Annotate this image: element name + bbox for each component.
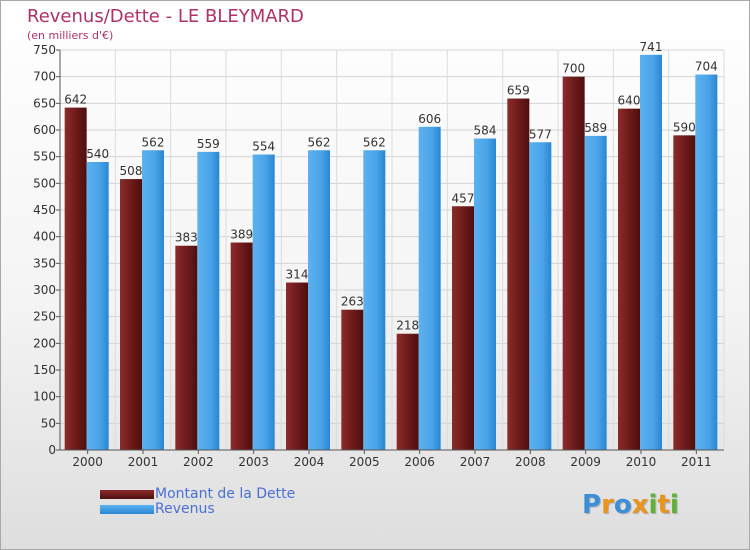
y-tick-label: 650 bbox=[33, 96, 56, 110]
value-label-revenus: 562 bbox=[308, 135, 331, 149]
bar-revenus bbox=[640, 54, 662, 451]
bar-dette bbox=[64, 107, 87, 450]
value-label-revenus: 584 bbox=[474, 124, 497, 138]
bar-revenus bbox=[363, 150, 386, 450]
bar-revenus bbox=[142, 150, 164, 450]
bar-revenus bbox=[197, 151, 220, 450]
x-tick-label: 2004 bbox=[294, 455, 325, 469]
value-label-dette: 314 bbox=[286, 268, 309, 282]
value-label-revenus: 577 bbox=[529, 127, 552, 141]
legend-label-revenus: Revenus bbox=[155, 501, 215, 517]
bar-revenus bbox=[418, 126, 441, 451]
value-label-revenus: 741 bbox=[640, 40, 663, 54]
bar-revenus bbox=[86, 162, 109, 450]
y-tick-label: 350 bbox=[33, 256, 56, 270]
bar-dette bbox=[230, 242, 253, 450]
logo-letter: i bbox=[648, 490, 658, 520]
value-label-revenus: 589 bbox=[584, 121, 607, 135]
proxiti-logo: Proxiti bbox=[582, 490, 679, 520]
y-tick-label: 100 bbox=[33, 390, 56, 404]
value-label-revenus: 704 bbox=[695, 60, 718, 74]
x-tick-label: 2009 bbox=[570, 455, 601, 469]
bar-revenus bbox=[308, 150, 330, 450]
value-label-revenus: 540 bbox=[86, 147, 109, 161]
bar-dette bbox=[286, 282, 308, 450]
bar-dette bbox=[618, 108, 640, 451]
logo-letter: x bbox=[631, 490, 649, 520]
bar-revenus bbox=[529, 142, 552, 450]
bar-dette bbox=[341, 309, 364, 450]
logo-letter: i bbox=[669, 490, 679, 520]
value-label-dette: 508 bbox=[120, 164, 143, 178]
y-tick-label: 600 bbox=[33, 123, 56, 137]
x-tick-label: 2007 bbox=[460, 455, 491, 469]
bar-revenus bbox=[695, 74, 718, 451]
y-tick-label: 300 bbox=[33, 283, 56, 297]
value-label-revenus: 554 bbox=[252, 140, 275, 154]
bar-dette bbox=[396, 333, 419, 450]
bar-dette bbox=[452, 206, 474, 450]
value-label-revenus: 562 bbox=[363, 135, 386, 149]
x-tick-label: 2002 bbox=[183, 455, 214, 469]
y-tick-label: 50 bbox=[41, 416, 56, 430]
bar-dette bbox=[507, 98, 530, 451]
x-tick-label: 2001 bbox=[128, 455, 159, 469]
value-label-dette: 389 bbox=[230, 228, 253, 242]
x-tick-label: 2011 bbox=[681, 455, 712, 469]
value-label-revenus: 606 bbox=[418, 112, 441, 126]
y-tick-label: 250 bbox=[33, 310, 56, 324]
legend-swatch-dette bbox=[100, 490, 154, 499]
value-label-dette: 263 bbox=[341, 295, 364, 309]
bar-revenus bbox=[584, 135, 607, 450]
y-tick-label: 200 bbox=[33, 336, 56, 350]
x-tick-label: 2005 bbox=[349, 455, 380, 469]
x-tick-label: 2003 bbox=[238, 455, 269, 469]
bar-revenus bbox=[474, 138, 496, 451]
value-label-dette: 700 bbox=[562, 62, 585, 76]
x-tick-label: 2000 bbox=[72, 455, 103, 469]
value-label-revenus: 559 bbox=[197, 137, 220, 151]
x-tick-label: 2010 bbox=[626, 455, 657, 469]
value-label-dette: 218 bbox=[396, 319, 419, 333]
y-tick-label: 700 bbox=[33, 70, 56, 84]
bar-dette bbox=[673, 135, 696, 451]
y-tick-label: 500 bbox=[33, 176, 56, 190]
bar-dette bbox=[175, 245, 198, 450]
logo-letter: P bbox=[582, 490, 602, 520]
x-tick-label: 2006 bbox=[404, 455, 435, 469]
logo-letter: o bbox=[613, 490, 632, 520]
y-tick-label: 150 bbox=[33, 363, 56, 377]
legend-label-dette: Montant de la Dette bbox=[155, 486, 296, 502]
value-label-dette: 457 bbox=[452, 191, 475, 205]
chart-title: Revenus/Dette - LE BLEYMARD bbox=[27, 6, 304, 27]
bar-revenus bbox=[252, 154, 275, 451]
y-tick-label: 550 bbox=[33, 150, 56, 164]
y-tick-label: 450 bbox=[33, 203, 56, 217]
x-tick-label: 2008 bbox=[515, 455, 546, 469]
value-label-revenus: 562 bbox=[142, 135, 165, 149]
logo-letter: r bbox=[601, 490, 614, 520]
y-tick-label: 400 bbox=[33, 230, 56, 244]
y-tick-label: 0 bbox=[48, 443, 56, 457]
chart-subtitle: (en milliers d'€) bbox=[27, 29, 114, 42]
bar-dette bbox=[562, 76, 585, 451]
logo-letter: t bbox=[657, 490, 670, 520]
bar-dette bbox=[120, 179, 142, 451]
value-label-dette: 642 bbox=[64, 93, 87, 107]
value-label-dette: 383 bbox=[175, 231, 198, 245]
value-label-dette: 640 bbox=[618, 94, 641, 108]
value-label-dette: 659 bbox=[507, 84, 530, 98]
y-tick-label: 750 bbox=[33, 43, 56, 57]
legend-swatch-revenus bbox=[100, 505, 154, 514]
value-label-dette: 590 bbox=[673, 120, 696, 134]
